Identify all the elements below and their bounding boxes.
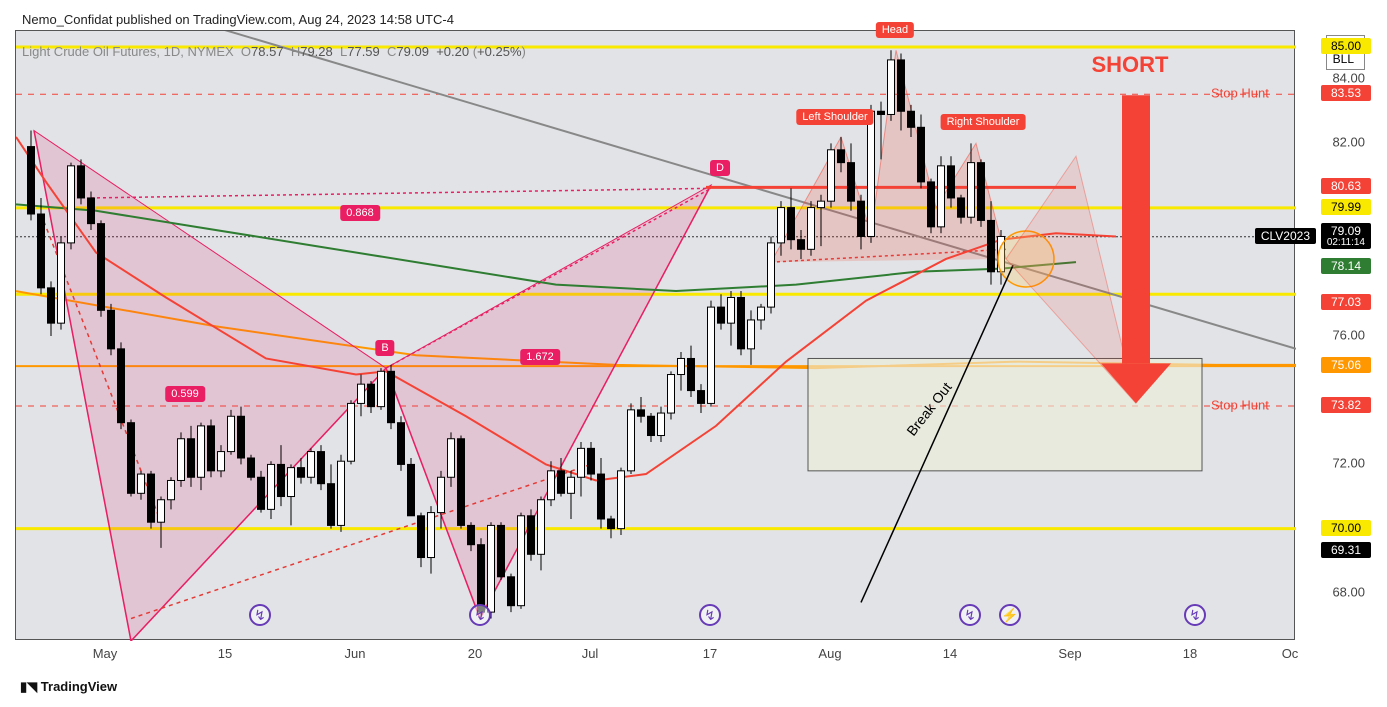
price-tag: 78.14 bbox=[1321, 258, 1371, 274]
open-value: 78.57 bbox=[251, 44, 284, 59]
price-tag: 83.53 bbox=[1321, 85, 1371, 101]
price-tag: 80.63 bbox=[1321, 178, 1371, 194]
event-icon[interactable]: ↯ bbox=[959, 604, 981, 626]
price-tag: 73.82 bbox=[1321, 397, 1371, 413]
x-tick: 17 bbox=[703, 646, 717, 661]
y-tick: 82.00 bbox=[1332, 135, 1365, 150]
price-tag: 79.0902:11:14 bbox=[1321, 223, 1371, 249]
y-tick: 76.00 bbox=[1332, 328, 1365, 343]
hs-label: Right Shoulder bbox=[941, 114, 1026, 130]
harmonic-label: 0.599 bbox=[165, 386, 205, 402]
stop-hunt-label: Stop Hunt bbox=[1211, 86, 1269, 101]
stop-hunt-label: Stop Hunt bbox=[1211, 397, 1269, 412]
harmonic-label: 0.868 bbox=[340, 205, 380, 221]
change-value: +0.20 bbox=[436, 44, 469, 59]
event-icon[interactable]: ↯ bbox=[1184, 604, 1206, 626]
x-tick: May bbox=[93, 646, 118, 661]
x-tick: Oc bbox=[1282, 646, 1299, 661]
high-value: 79.28 bbox=[300, 44, 333, 59]
y-tick: 84.00 bbox=[1332, 71, 1365, 86]
price-chart[interactable] bbox=[15, 30, 1295, 640]
x-tick: Jun bbox=[345, 646, 366, 661]
harmonic-label: B bbox=[375, 340, 394, 356]
x-tick: Sep bbox=[1058, 646, 1081, 661]
publish-info: Nemo_Confidat published on TradingView.c… bbox=[22, 12, 454, 27]
short-label: SHORT bbox=[1092, 52, 1169, 78]
price-tag: 77.03 bbox=[1321, 294, 1371, 310]
symbol-name: Light Crude Oil Futures, 1D, NYMEX bbox=[22, 44, 234, 59]
clv-badge: CLV2023 bbox=[1255, 228, 1316, 244]
price-tag: 75.06 bbox=[1321, 357, 1371, 373]
hs-label: Left Shoulder bbox=[796, 109, 873, 125]
chart-svg bbox=[16, 31, 1296, 641]
harmonic-label: D bbox=[710, 160, 730, 176]
event-icon[interactable]: ⚡ bbox=[999, 604, 1021, 626]
event-icon[interactable]: ↯ bbox=[699, 604, 721, 626]
x-tick: Aug bbox=[818, 646, 841, 661]
tradingview-logo: ▮◥ TradingView bbox=[20, 679, 117, 695]
x-axis: May15Jun20Jul17Aug14Sep18Oc bbox=[15, 640, 1295, 670]
change-pct: +0.25% bbox=[477, 44, 521, 59]
x-tick: 18 bbox=[1183, 646, 1197, 661]
ohlc-display: Light Crude Oil Futures, 1D, NYMEX O78.5… bbox=[22, 44, 526, 59]
x-tick: 20 bbox=[468, 646, 482, 661]
price-tag: 79.99 bbox=[1321, 199, 1371, 215]
logo-icon: ▮◥ bbox=[20, 679, 37, 694]
logo-text: TradingView bbox=[41, 679, 117, 694]
price-tag: 69.31 bbox=[1321, 542, 1371, 558]
low-value: 77.59 bbox=[347, 44, 380, 59]
y-tick: 68.00 bbox=[1332, 584, 1365, 599]
y-tick: 72.00 bbox=[1332, 456, 1365, 471]
x-tick: Jul bbox=[582, 646, 599, 661]
close-value: 79.09 bbox=[396, 44, 429, 59]
event-icon[interactable]: ↯ bbox=[249, 604, 271, 626]
harmonic-label: 1.672 bbox=[520, 349, 560, 365]
hs-label: Head bbox=[876, 22, 914, 38]
x-tick: 14 bbox=[943, 646, 957, 661]
event-icon[interactable]: ↯ bbox=[469, 604, 491, 626]
x-tick: 15 bbox=[218, 646, 232, 661]
price-tag: 70.00 bbox=[1321, 520, 1371, 536]
y-axis: 68.00 70.00 72.00 76.00 82.00 84.00 85.00 83.53… bbox=[1296, 30, 1371, 640]
price-tag: 85.00 bbox=[1321, 38, 1371, 54]
